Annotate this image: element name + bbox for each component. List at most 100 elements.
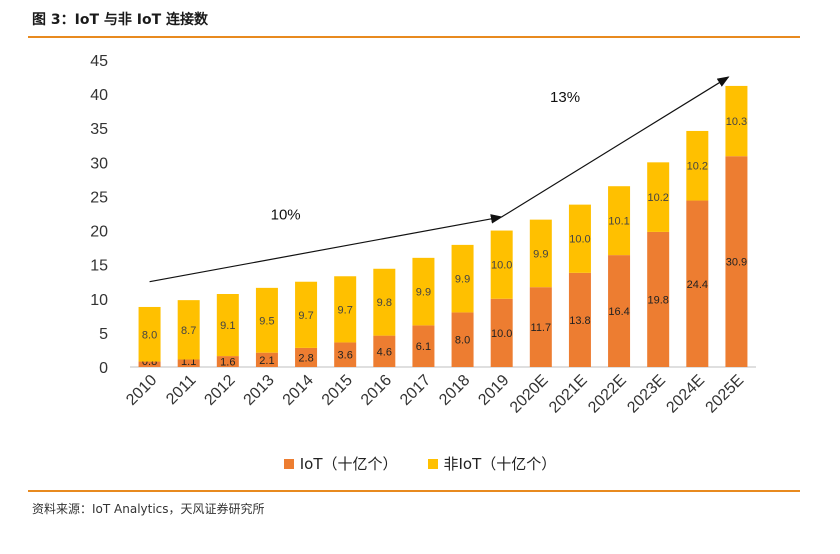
x-tick-label: 2022E bbox=[585, 372, 630, 417]
legend: IoT（十亿个） 非IoT（十亿个） bbox=[0, 453, 840, 474]
data-label-iot: 10.0 bbox=[491, 328, 512, 340]
bar-non-iot bbox=[295, 281, 318, 348]
y-tick-label: 0 bbox=[99, 360, 108, 377]
bar-iot bbox=[334, 342, 357, 367]
data-label-non-iot: 10.1 bbox=[608, 216, 629, 228]
bar-iot bbox=[295, 347, 318, 367]
data-label-iot: 13.8 bbox=[569, 315, 590, 327]
data-label-non-iot: 9.8 bbox=[377, 297, 392, 309]
top-rule bbox=[28, 36, 800, 38]
data-label-iot: 11.7 bbox=[531, 322, 552, 334]
bar-non-iot bbox=[490, 230, 513, 299]
data-label-non-iot: 8.7 bbox=[181, 325, 196, 337]
x-tick-label: 2018 bbox=[436, 372, 473, 409]
bar-iot bbox=[451, 312, 474, 367]
data-label-iot: 3.6 bbox=[338, 350, 353, 362]
data-label-iot: 1.6 bbox=[220, 357, 235, 369]
legend-swatch-non-iot bbox=[427, 458, 438, 469]
data-label-iot: 2.8 bbox=[298, 352, 313, 364]
y-tick-label: 5 bbox=[99, 326, 108, 343]
data-label-non-iot: 10.2 bbox=[687, 161, 708, 173]
data-label-non-iot: 10.3 bbox=[726, 116, 747, 128]
bar-non-iot bbox=[529, 219, 552, 288]
bar-iot bbox=[608, 255, 631, 367]
data-label-non-iot: 10.2 bbox=[647, 192, 668, 204]
x-tick-label: 2023E bbox=[624, 372, 669, 417]
data-label-iot: 8.0 bbox=[455, 335, 470, 347]
bar-non-iot bbox=[334, 276, 357, 343]
x-tick-label: 2024E bbox=[663, 372, 708, 417]
y-tick-label: 25 bbox=[90, 189, 108, 206]
growth-arrow bbox=[149, 214, 503, 283]
data-label-non-iot: 9.9 bbox=[533, 248, 548, 260]
bar-non-iot bbox=[138, 306, 161, 362]
bar-iot bbox=[529, 287, 552, 367]
y-tick-label: 45 bbox=[90, 53, 108, 70]
bar-iot bbox=[725, 156, 748, 367]
x-tick-label: 2016 bbox=[358, 372, 395, 409]
growth-rate-label: 13% bbox=[550, 89, 580, 106]
x-tick-label: 2017 bbox=[397, 372, 434, 409]
bar-iot bbox=[490, 298, 513, 367]
data-label-non-iot: 9.9 bbox=[455, 274, 470, 286]
x-tick-label: 2014 bbox=[280, 372, 317, 409]
figure-title: 图 3：IoT 与非 IoT 连接数 bbox=[32, 12, 208, 28]
bar-iot bbox=[568, 272, 591, 367]
data-label-iot: 2.1 bbox=[259, 355, 274, 367]
bar-iot bbox=[216, 356, 239, 367]
bar-iot bbox=[138, 361, 161, 367]
bar-non-iot bbox=[451, 244, 474, 313]
legend-item-non-iot: 非IoT（十亿个） bbox=[427, 453, 557, 474]
x-tick-label: 2013 bbox=[241, 372, 278, 409]
bar-non-iot bbox=[216, 294, 239, 357]
bar-iot bbox=[412, 325, 435, 367]
data-label-iot: 16.4 bbox=[608, 306, 629, 318]
bar-iot bbox=[177, 359, 200, 367]
data-label-non-iot: 9.1 bbox=[220, 320, 235, 332]
y-tick-label: 20 bbox=[90, 224, 108, 241]
y-tick-label: 35 bbox=[90, 121, 108, 138]
stacked-bar-chart: 0510152025303540450.88.020101.18.720111.… bbox=[90, 53, 756, 417]
bar-iot bbox=[373, 335, 396, 367]
data-label-non-iot: 9.7 bbox=[298, 310, 313, 322]
data-label-non-iot: 9.9 bbox=[416, 287, 431, 299]
legend-item-iot: IoT（十亿个） bbox=[283, 453, 398, 474]
y-tick-label: 40 bbox=[90, 87, 108, 104]
bar-non-iot bbox=[568, 204, 591, 273]
data-label-iot: 30.9 bbox=[726, 257, 747, 269]
legend-label-non-iot: 非IoT（十亿个） bbox=[443, 455, 557, 473]
bottom-rule bbox=[28, 490, 800, 492]
data-label-non-iot: 9.7 bbox=[338, 304, 353, 316]
bar-non-iot bbox=[412, 257, 435, 326]
bar-iot bbox=[647, 231, 670, 367]
bar-iot bbox=[686, 200, 709, 367]
x-tick-label: 2015 bbox=[319, 372, 356, 409]
x-tick-label: 2021E bbox=[546, 372, 591, 417]
data-label-non-iot: 10.0 bbox=[491, 260, 512, 272]
x-tick-label: 2025E bbox=[703, 372, 748, 417]
bar-non-iot bbox=[647, 162, 670, 232]
legend-swatch-iot bbox=[283, 458, 294, 469]
bar-non-iot bbox=[255, 287, 278, 353]
x-tick-label: 2011 bbox=[163, 372, 199, 408]
data-label-iot: 4.6 bbox=[377, 346, 392, 358]
bar-non-iot bbox=[177, 300, 200, 360]
data-label-non-iot: 8.0 bbox=[142, 329, 157, 341]
legend-label-iot: IoT（十亿个） bbox=[299, 455, 398, 473]
growth-arrow bbox=[501, 76, 730, 218]
bar-non-iot bbox=[686, 130, 709, 201]
data-label-iot: 19.8 bbox=[647, 294, 668, 306]
y-tick-label: 15 bbox=[90, 258, 108, 275]
bar-iot bbox=[255, 352, 278, 367]
growth-rate-label: 10% bbox=[271, 206, 301, 223]
data-label-iot: 24.4 bbox=[687, 279, 708, 291]
data-label-iot: 6.1 bbox=[416, 341, 431, 353]
x-tick-label: 2010 bbox=[123, 372, 160, 409]
x-tick-label: 2012 bbox=[201, 372, 238, 409]
source-note: 资料来源：IoT Analytics，天风证券研究所 bbox=[32, 502, 265, 516]
data-label-non-iot: 10.0 bbox=[569, 234, 590, 246]
bar-non-iot bbox=[725, 85, 748, 157]
bar-non-iot bbox=[608, 186, 631, 256]
y-tick-label: 30 bbox=[90, 155, 108, 172]
x-tick-label: 2020E bbox=[507, 372, 552, 417]
